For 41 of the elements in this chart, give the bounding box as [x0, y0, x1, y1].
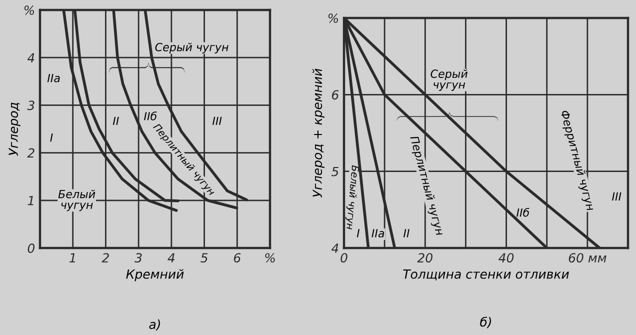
annotation: I [356, 229, 360, 238]
annotation: Белый чугун [58, 190, 96, 212]
y-tick-label: % [328, 13, 338, 23]
annotation: III [212, 116, 222, 125]
x-tick-label: 2 [102, 253, 109, 262]
annotation: IIа [372, 229, 384, 238]
y-tick-label: 0 [28, 243, 35, 253]
annotation: Серый чугун [430, 69, 468, 91]
x-tick-label: % [265, 253, 275, 263]
annotation: II [404, 229, 410, 238]
x-tick-label: 5 [200, 253, 208, 263]
y-tick-label: % [24, 5, 34, 15]
annotation: IIб [516, 208, 530, 217]
y-tick-label: 2 [27, 148, 34, 158]
text: а) [149, 319, 160, 331]
y-tick-label: 4 [27, 53, 34, 62]
y-axis-title: Углерод [8, 102, 20, 156]
x-tick-label: 40 [498, 253, 514, 263]
annotation: II [112, 116, 119, 125]
x-axis-title: Толщина стенки отливки [403, 270, 569, 280]
x-tick-label: 1 [69, 253, 75, 262]
x-tick-label: 20 [417, 253, 432, 263]
y-tick-label: 1 [28, 196, 34, 206]
x-axis-title: Кремний [126, 269, 184, 282]
x-tick-label: 4 [168, 253, 175, 262]
annotation: Белый чугун [344, 165, 360, 230]
x-tick-label: 6 [234, 253, 241, 263]
y-tick-label: 3 [27, 100, 34, 110]
text: б) [480, 316, 492, 328]
annotation: III [612, 192, 622, 200]
y-tick-label: 4 [331, 244, 338, 253]
annotation: I [50, 133, 53, 142]
annotation: Серый чугун [155, 42, 228, 54]
annotation: IIа [47, 74, 60, 82]
x-tick-label: 0 [340, 253, 348, 263]
y-axis-title: Углерод + кремний [312, 68, 324, 198]
x-tick-label: 60 мм [568, 253, 606, 263]
y-tick-label: 6 [332, 90, 339, 100]
x-tick-label: 3 [134, 253, 142, 263]
annotation: IIб [144, 112, 157, 120]
y-tick-label: 5 [331, 166, 338, 176]
